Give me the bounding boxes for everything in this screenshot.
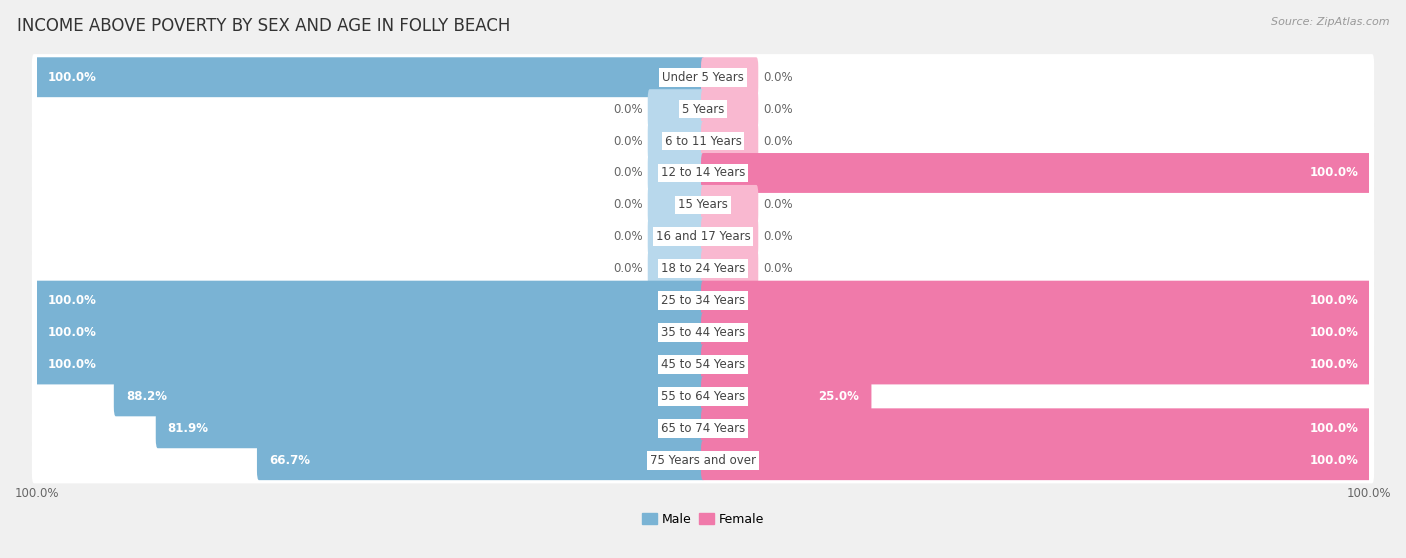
Text: 100.0%: 100.0%	[1310, 454, 1358, 466]
Text: Source: ZipAtlas.com: Source: ZipAtlas.com	[1271, 17, 1389, 27]
Text: 0.0%: 0.0%	[613, 262, 643, 275]
FancyBboxPatch shape	[702, 408, 1371, 448]
FancyBboxPatch shape	[32, 54, 1374, 100]
Text: 55 to 64 Years: 55 to 64 Years	[661, 390, 745, 403]
FancyBboxPatch shape	[648, 217, 704, 257]
FancyBboxPatch shape	[35, 344, 704, 384]
FancyBboxPatch shape	[702, 377, 872, 416]
Text: 5 Years: 5 Years	[682, 103, 724, 116]
FancyBboxPatch shape	[32, 150, 1374, 196]
FancyBboxPatch shape	[648, 121, 704, 161]
FancyBboxPatch shape	[702, 281, 1371, 321]
Text: 0.0%: 0.0%	[613, 230, 643, 243]
Text: 100.0%: 100.0%	[48, 294, 96, 307]
Text: 0.0%: 0.0%	[763, 134, 793, 147]
FancyBboxPatch shape	[32, 437, 1374, 483]
Text: 0.0%: 0.0%	[613, 166, 643, 180]
Text: 100.0%: 100.0%	[1310, 294, 1358, 307]
Text: 25 to 34 Years: 25 to 34 Years	[661, 294, 745, 307]
Text: 66.7%: 66.7%	[269, 454, 309, 466]
Text: 75 Years and over: 75 Years and over	[650, 454, 756, 466]
Legend: Male, Female: Male, Female	[641, 513, 765, 526]
Text: 0.0%: 0.0%	[763, 230, 793, 243]
FancyBboxPatch shape	[32, 341, 1374, 388]
Text: 6 to 11 Years: 6 to 11 Years	[665, 134, 741, 147]
FancyBboxPatch shape	[702, 440, 1371, 480]
FancyBboxPatch shape	[648, 185, 704, 225]
FancyBboxPatch shape	[702, 153, 1371, 193]
Text: 100.0%: 100.0%	[1310, 422, 1358, 435]
Text: 100.0%: 100.0%	[48, 326, 96, 339]
FancyBboxPatch shape	[702, 185, 758, 225]
FancyBboxPatch shape	[35, 57, 704, 97]
FancyBboxPatch shape	[114, 377, 704, 416]
Text: 35 to 44 Years: 35 to 44 Years	[661, 326, 745, 339]
FancyBboxPatch shape	[32, 405, 1374, 451]
Text: 0.0%: 0.0%	[613, 103, 643, 116]
FancyBboxPatch shape	[32, 246, 1374, 292]
FancyBboxPatch shape	[702, 217, 758, 257]
FancyBboxPatch shape	[648, 89, 704, 129]
Text: 0.0%: 0.0%	[763, 262, 793, 275]
Text: 0.0%: 0.0%	[613, 199, 643, 211]
Text: 0.0%: 0.0%	[613, 134, 643, 147]
Text: 100.0%: 100.0%	[48, 71, 96, 84]
Text: 100.0%: 100.0%	[1310, 326, 1358, 339]
Text: 0.0%: 0.0%	[763, 103, 793, 116]
FancyBboxPatch shape	[702, 121, 758, 161]
Text: 100.0%: 100.0%	[48, 358, 96, 371]
FancyBboxPatch shape	[702, 312, 1371, 353]
FancyBboxPatch shape	[32, 277, 1374, 324]
FancyBboxPatch shape	[32, 182, 1374, 228]
FancyBboxPatch shape	[702, 249, 758, 288]
FancyBboxPatch shape	[648, 249, 704, 288]
Text: 81.9%: 81.9%	[167, 422, 208, 435]
FancyBboxPatch shape	[35, 281, 704, 321]
FancyBboxPatch shape	[32, 214, 1374, 260]
Text: 100.0%: 100.0%	[1310, 166, 1358, 180]
Text: 12 to 14 Years: 12 to 14 Years	[661, 166, 745, 180]
FancyBboxPatch shape	[32, 373, 1374, 420]
FancyBboxPatch shape	[32, 118, 1374, 164]
Text: 18 to 24 Years: 18 to 24 Years	[661, 262, 745, 275]
Text: 65 to 74 Years: 65 to 74 Years	[661, 422, 745, 435]
FancyBboxPatch shape	[648, 153, 704, 193]
Text: 16 and 17 Years: 16 and 17 Years	[655, 230, 751, 243]
FancyBboxPatch shape	[32, 309, 1374, 355]
Text: 0.0%: 0.0%	[763, 199, 793, 211]
FancyBboxPatch shape	[702, 57, 758, 97]
Text: 45 to 54 Years: 45 to 54 Years	[661, 358, 745, 371]
Text: 88.2%: 88.2%	[125, 390, 167, 403]
Text: 15 Years: 15 Years	[678, 199, 728, 211]
FancyBboxPatch shape	[257, 440, 704, 480]
Text: 25.0%: 25.0%	[818, 390, 859, 403]
FancyBboxPatch shape	[702, 344, 1371, 384]
FancyBboxPatch shape	[702, 89, 758, 129]
FancyBboxPatch shape	[35, 312, 704, 353]
FancyBboxPatch shape	[32, 86, 1374, 132]
Text: INCOME ABOVE POVERTY BY SEX AND AGE IN FOLLY BEACH: INCOME ABOVE POVERTY BY SEX AND AGE IN F…	[17, 17, 510, 35]
Text: Under 5 Years: Under 5 Years	[662, 71, 744, 84]
Text: 0.0%: 0.0%	[763, 71, 793, 84]
Text: 100.0%: 100.0%	[1310, 358, 1358, 371]
FancyBboxPatch shape	[156, 408, 704, 448]
